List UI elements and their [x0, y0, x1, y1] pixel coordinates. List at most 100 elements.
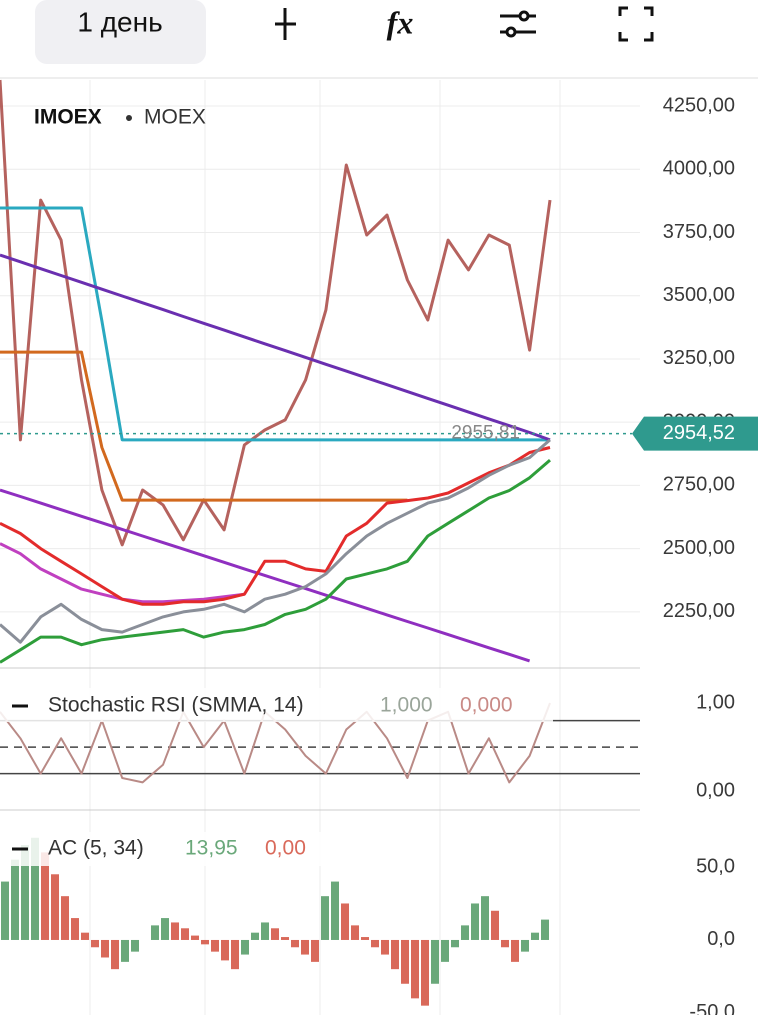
ac-panel: 50,0 0,0 -50,0 — [1, 837, 735, 1015]
bar — [481, 896, 489, 940]
series-line — [0, 206, 550, 442]
bar — [541, 919, 549, 940]
bar — [151, 925, 159, 940]
bar — [401, 939, 409, 984]
series-line — [0, 79, 552, 547]
series-line — [0, 488, 531, 663]
bar — [291, 939, 299, 948]
bar — [441, 939, 449, 962]
bar — [161, 918, 169, 940]
bar — [181, 928, 189, 940]
bar — [1, 881, 9, 940]
main-panel: 2250,002500,002750,003000,003250,003500,… — [0, 79, 758, 664]
y-tick-label: -50,0 — [689, 1001, 735, 1015]
y-tick-label: 0,0 — [707, 928, 735, 950]
bar — [381, 939, 389, 955]
bar — [491, 910, 499, 940]
bar — [41, 852, 49, 940]
bar — [121, 939, 129, 962]
y-tick-label: 3500,00 — [663, 284, 735, 306]
bar — [191, 935, 199, 940]
bar — [311, 939, 319, 962]
y-tick-label: 3250,00 — [663, 347, 735, 369]
y-tick-label: 50,0 — [696, 855, 735, 877]
bar — [321, 896, 329, 940]
y-tick-label: 1,00 — [696, 691, 735, 713]
series-line — [0, 458, 551, 664]
legend-box — [0, 832, 346, 866]
bar — [391, 939, 399, 970]
series-line — [0, 438, 551, 644]
bar — [171, 922, 179, 940]
bar — [531, 932, 539, 940]
bar — [251, 932, 259, 940]
bar — [51, 874, 59, 940]
settings-icon[interactable] — [500, 10, 536, 38]
bar — [301, 939, 309, 955]
legend-box — [0, 688, 553, 722]
series-line — [0, 446, 551, 606]
y-tick-label: 2250,00 — [663, 600, 735, 622]
bar — [501, 939, 509, 948]
readout: 13,95 — [185, 837, 238, 860]
fullscreen-icon[interactable] — [618, 6, 654, 42]
bar — [461, 925, 469, 940]
bar — [521, 939, 529, 952]
legends: IMOEX MOEX Stochastic RSI (SMMA, 14) AC … — [0, 106, 553, 866]
marker-price-label: 2955,81 — [451, 422, 520, 443]
exchange: MOEX — [144, 106, 206, 129]
bar — [211, 939, 219, 952]
bar — [261, 922, 269, 940]
bar — [221, 939, 229, 961]
symbol: IMOEX — [34, 106, 102, 129]
y-tick-label: 3750,00 — [663, 221, 735, 243]
bar — [11, 859, 19, 940]
timeframe-button[interactable] — [35, 0, 206, 64]
bar — [201, 939, 209, 945]
bar — [271, 928, 279, 940]
readout: 0,000 — [460, 694, 513, 717]
series-line — [0, 350, 408, 502]
bar — [21, 845, 29, 940]
bar — [431, 939, 439, 984]
readout: 0,00 — [265, 837, 306, 860]
bar — [241, 939, 249, 955]
bar — [411, 939, 419, 999]
bar — [91, 939, 99, 948]
bar — [331, 881, 339, 940]
separator-dot — [126, 115, 132, 121]
bar — [101, 939, 109, 958]
crosshair-icon[interactable] — [275, 8, 296, 40]
bar — [111, 939, 119, 970]
bar — [131, 939, 139, 952]
y-tick-label: 0,00 — [696, 780, 735, 802]
bar — [471, 903, 479, 940]
bar — [371, 939, 379, 948]
bar — [81, 932, 89, 940]
bar — [511, 939, 519, 962]
y-tick-label: 2500,00 — [663, 537, 735, 559]
bar — [71, 918, 79, 940]
timeframe-label[interactable]: 1 день — [77, 6, 162, 37]
y-tick-label: 4000,00 — [663, 158, 735, 180]
indicator-title: Stochastic RSI (SMMA, 14) — [48, 694, 304, 717]
bar — [281, 937, 289, 940]
price-tag — [632, 416, 758, 451]
bar — [451, 939, 459, 948]
bar — [31, 837, 39, 940]
y-tick-label: 2750,00 — [663, 474, 735, 496]
price-tag-label: 2954,52 — [663, 422, 735, 444]
series-line — [0, 542, 245, 604]
indicators-icon[interactable]: fx — [387, 4, 414, 40]
indicator-title: AC (5, 34) — [48, 837, 144, 860]
vertical-grid — [89, 80, 561, 1015]
y-tick-label: 4250,00 — [663, 94, 735, 116]
bar — [361, 937, 369, 940]
bar — [341, 903, 349, 940]
readout: 1,000 — [380, 694, 433, 717]
bar — [61, 896, 69, 940]
bar — [421, 939, 429, 1006]
bar — [351, 925, 359, 940]
